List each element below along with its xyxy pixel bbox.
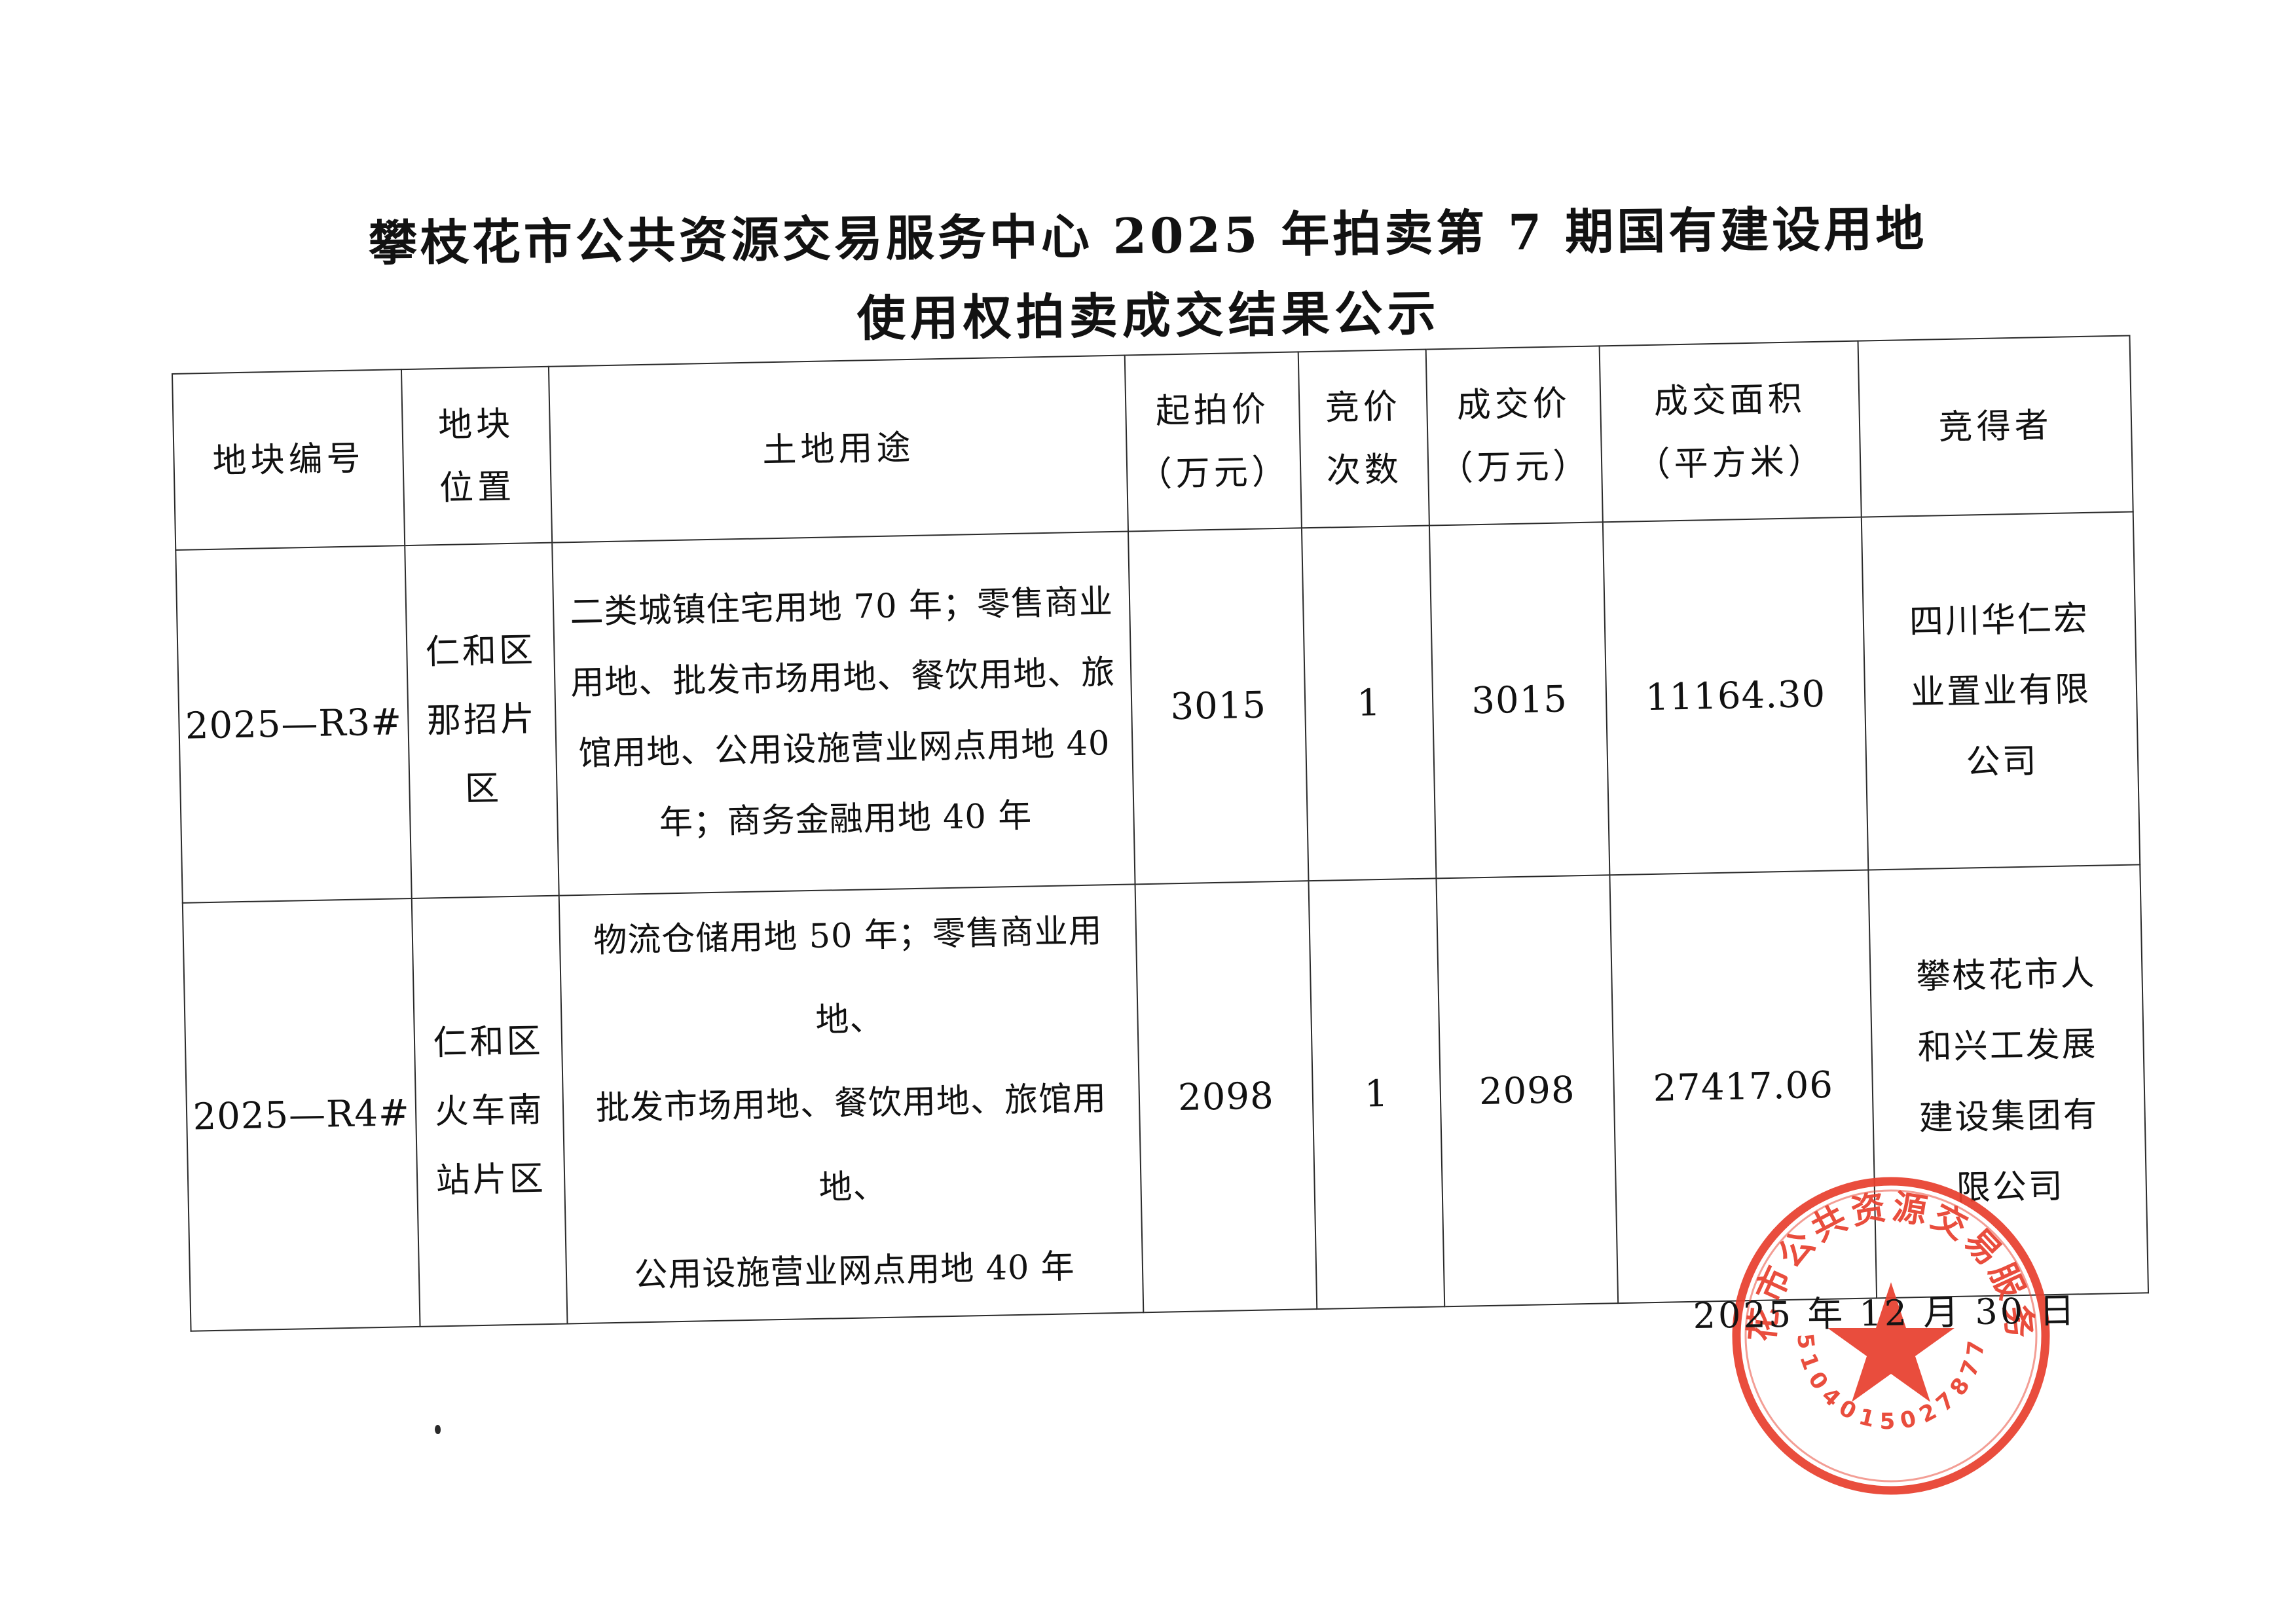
winner-line: 公司 (1966, 741, 2039, 783)
cell-plot-id: 2025—R3# (175, 545, 412, 903)
header-plot-id-label: 地块编号 (212, 438, 365, 481)
cell-winner: 攀枝花市人 和兴工发展 建设集团有 限公司 (1868, 864, 2149, 1299)
header-start-price-unit: （万元） (1137, 452, 1291, 494)
deal-price-value: 2098 (1478, 1068, 1576, 1113)
cell-winner: 四川华仁宏 业置业有限 公司 (1861, 511, 2140, 870)
deal-area-value: 11164.30 (1645, 673, 1826, 720)
plot-location-line: 火车南 (434, 1090, 545, 1132)
winner-line: 建设集团有 (1919, 1095, 2100, 1139)
header-land-use-label: 土地用途 (762, 428, 915, 470)
header-start-price-main: 起拍价 (1155, 389, 1270, 432)
header-winner: 竞得者 (1858, 335, 2133, 517)
winner-line: 业置业有限 (1910, 669, 2091, 712)
header-deal-area: 成交面积 （平方米） (1599, 341, 1862, 523)
cell-land-use: 物流仓储用地 50 年；零售商业用地、 批发市场用地、餐饮用地、旅馆用地、 公用… (559, 884, 1144, 1324)
cell-bid-count: 1 (1301, 525, 1437, 881)
plot-id-value: 2025—R4# (192, 1091, 411, 1139)
bid-count-value: 1 (1356, 682, 1382, 725)
header-plot-location-line1: 地块 (437, 404, 515, 445)
plot-location-value: 仁和区 火车南 站片区 (420, 1006, 559, 1215)
header-start-price: 起拍价 （万元） (1124, 352, 1302, 532)
header-bid-count-sub: 次数 (1326, 449, 1403, 491)
plot-location-value: 仁和区 那招片 区 (412, 616, 551, 825)
winner-line: 限公司 (1956, 1166, 2065, 1208)
winner-value: 攀枝花市人 和兴工发展 建设集团有 限公司 (1875, 938, 2140, 1226)
plot-location-line: 站片区 (435, 1158, 547, 1200)
cell-land-use: 二类城镇住宅用地 70 年；零售商业 用地、批发市场用地、餐饮用地、旅 馆用地、… (552, 531, 1135, 896)
header-deal-area-stack: 成交面积 （平方米） (1606, 366, 1855, 496)
land-use-line: 公用设施营业网点用地 40 年 (633, 1247, 1076, 1295)
bid-count-value: 1 (1364, 1072, 1389, 1116)
land-use-line: 二类城镇住宅用地 70 年；零售商业 (570, 582, 1114, 632)
cell-plot-location: 仁和区 那招片 区 (405, 542, 559, 898)
ink-speck-artifact (435, 1425, 441, 1434)
plot-location-line: 仁和区 (432, 1021, 544, 1063)
header-deal-price-main: 成交价 (1456, 383, 1571, 426)
cell-deal-price: 2098 (1436, 875, 1619, 1307)
issue-date: 2025 年 12 月 30 日 (1693, 1289, 2078, 1337)
land-use-line: 批发市场用地、餐饮用地、旅馆用地、 (595, 1079, 1107, 1208)
header-deal-price-unit: （万元） (1439, 446, 1592, 489)
header-deal-price: 成交价 （万元） (1425, 346, 1603, 526)
land-use-line: 用地、批发市场用地、餐饮用地、旅 (570, 653, 1116, 703)
start-price-value: 2098 (1177, 1074, 1275, 1119)
header-plot-id: 地块编号 (172, 369, 405, 550)
cell-plot-id: 2025—R4# (182, 898, 420, 1331)
cell-deal-area: 27417.06 (1609, 870, 1877, 1304)
auction-results-table-wrapper: 地块编号 地块 位置 土地用途 起拍价 （万元） (172, 335, 2149, 1332)
header-start-price-stack: 起拍价 （万元） (1131, 377, 1295, 506)
seal-code-text: 5104015027877 (1791, 1332, 1983, 1435)
header-plot-location-line2: 位置 (439, 467, 516, 508)
cell-bid-count: 1 (1308, 878, 1445, 1310)
header-winner-label: 竞得者 (1938, 405, 2053, 447)
cell-deal-price: 3015 (1429, 522, 1610, 879)
deal-price-value: 3015 (1471, 678, 1568, 723)
cell-deal-area: 11164.30 (1602, 517, 1869, 876)
svg-text:5104015027877: 5104015027877 (1791, 1332, 1991, 1435)
cell-start-price: 2098 (1135, 881, 1317, 1313)
plot-location-line: 区 (464, 769, 502, 809)
table-row: 2025—R3# 仁和区 那招片 区 二类城镇住宅用地 70 年；零售商业 用地… (175, 511, 2140, 903)
header-bid-count-main: 竞价 (1325, 386, 1402, 428)
header-deal-area-unit: （平方米） (1636, 441, 1827, 485)
header-deal-price-stack: 成交价 （万元） (1432, 371, 1596, 500)
winner-value: 四川华仁宏 业置业有限 公司 (1869, 582, 2133, 800)
land-use-line: 物流仓储用地 50 年；零售商业用地、 (593, 912, 1103, 1040)
land-use-value: 二类城镇住宅用地 70 年；零售商业 用地、批发市场用地、餐饮用地、旅 馆用地、… (559, 566, 1128, 860)
header-bid-count: 竞价 次数 (1298, 349, 1429, 528)
plot-location-line: 那招片 (426, 699, 538, 741)
land-use-value: 物流仓储用地 50 年；零售商业用地、 批发市场用地、餐饮用地、旅馆用地、 公用… (565, 889, 1137, 1320)
start-price-value: 3015 (1169, 684, 1267, 729)
winner-line: 和兴工发展 (1917, 1024, 2099, 1068)
header-bid-count-stack: 竞价 次数 (1304, 375, 1423, 502)
cell-start-price: 3015 (1128, 528, 1309, 885)
winner-line: 四川华仁宏 (1909, 599, 2090, 642)
land-use-line: 年；商务金融用地 40 年 (659, 796, 1033, 843)
table-row: 2025—R4# 仁和区 火车南 站片区 物流仓储用地 50 年；零售商业用地、… (182, 864, 2149, 1331)
deal-area-value: 27417.06 (1653, 1063, 1834, 1110)
plot-location-line: 仁和区 (425, 631, 536, 673)
header-deal-area-main: 成交面积 (1653, 378, 1807, 422)
header-land-use: 土地用途 (548, 355, 1128, 543)
cell-plot-location: 仁和区 火车南 站片区 (411, 895, 568, 1327)
land-use-line: 馆用地、公用设施营业网点用地 40 (578, 724, 1111, 773)
header-plot-location: 地块 位置 (401, 366, 553, 546)
winner-line: 攀枝花市人 (1915, 953, 2097, 997)
auction-results-table: 地块编号 地块 位置 土地用途 起拍价 （万元） (172, 335, 2149, 1332)
plot-id-value: 2025—R3# (185, 701, 403, 748)
header-plot-location-stack: 地块 位置 (408, 392, 546, 520)
